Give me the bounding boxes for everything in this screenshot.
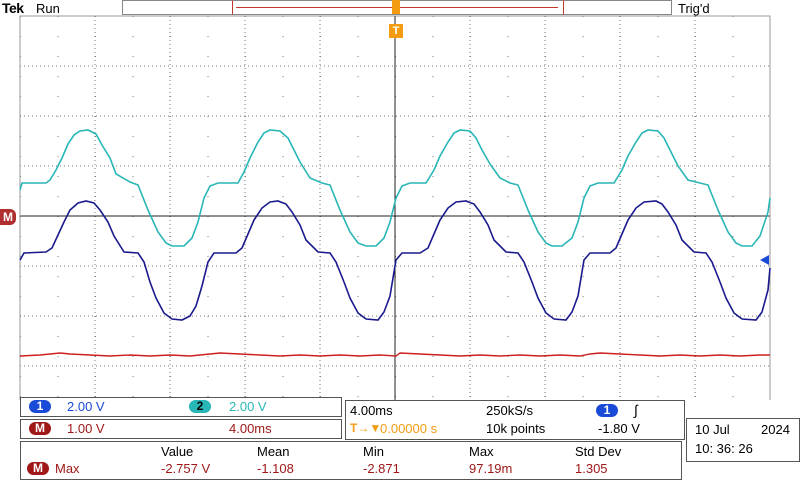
ch2-badge[interactable]: 2 (189, 400, 211, 413)
timebase-panel: 4.00ms 250kS/s 1 ∫ T→▼ 0.00000 s 10k poi… (345, 400, 685, 440)
record-length: 10k points (486, 421, 546, 436)
trigger-level-arrow[interactable] (760, 255, 769, 265)
trigger-level[interactable]: -1.80 V (598, 421, 640, 436)
horizontal-position[interactable]: 0.00000 s (380, 421, 438, 436)
measurement-panel: Value Mean Min Max Std Dev M Max -2.757 … (20, 441, 682, 480)
date-year: 2024 (761, 422, 790, 437)
math-timebase: 4.00ms (229, 421, 272, 436)
graticule (19, 15, 771, 400)
meas-header-std-dev: Std Dev (575, 444, 622, 459)
ch2-trace (19, 129, 771, 247)
waveform-display[interactable] (0, 0, 800, 400)
datetime-panel: 10 Jul 2024 10: 36: 26 (686, 418, 800, 462)
trigger-source-badge[interactable]: 1 (596, 404, 618, 417)
horizontal-scale[interactable]: 4.00ms (350, 403, 393, 418)
math-scale-panel: M 1.00 V 4.00ms (20, 419, 342, 439)
meas-header-mean: Mean (257, 444, 290, 459)
math-ground-marker[interactable]: M (0, 209, 16, 225)
meas-min: -2.871 (363, 461, 400, 476)
meas-mean: -1.108 (257, 461, 294, 476)
meas-header-min: Min (363, 444, 384, 459)
brand-logo: Tek (2, 0, 24, 16)
meas-value: -2.757 V (161, 461, 211, 476)
math-trace (19, 352, 770, 357)
meas-std-dev: 1.305 (575, 461, 608, 476)
trigger-position-marker[interactable]: T (389, 24, 403, 38)
trigger-position-arrow (392, 0, 400, 14)
meas-max: 97.19m (469, 461, 513, 476)
channel-scale-panel: 1 2.00 V 2 2.00 V (20, 397, 342, 417)
clock-time: 10: 36: 26 (695, 441, 753, 456)
trigger-slope-icon: ∫ (634, 402, 638, 418)
meas-source-badge[interactable]: M (27, 462, 49, 475)
trigger-delay-icon: T→▼ (350, 421, 382, 435)
meas-type[interactable]: Max (55, 461, 80, 476)
ch1-badge[interactable]: 1 (29, 400, 51, 413)
date-day-month: 10 Jul (695, 422, 730, 437)
run-state: Run (36, 1, 60, 16)
trigger-state: Trig'd (678, 1, 710, 16)
math-badge[interactable]: M (29, 422, 51, 435)
ch2-scale[interactable]: 2.00 V (229, 399, 267, 414)
sample-rate: 250kS/s (486, 403, 533, 418)
math-scale[interactable]: 1.00 V (67, 421, 105, 436)
ch1-trace (19, 200, 771, 321)
meas-header-value: Value (161, 444, 194, 459)
ch1-scale[interactable]: 2.00 V (67, 399, 105, 414)
meas-header-max: Max (469, 444, 494, 459)
